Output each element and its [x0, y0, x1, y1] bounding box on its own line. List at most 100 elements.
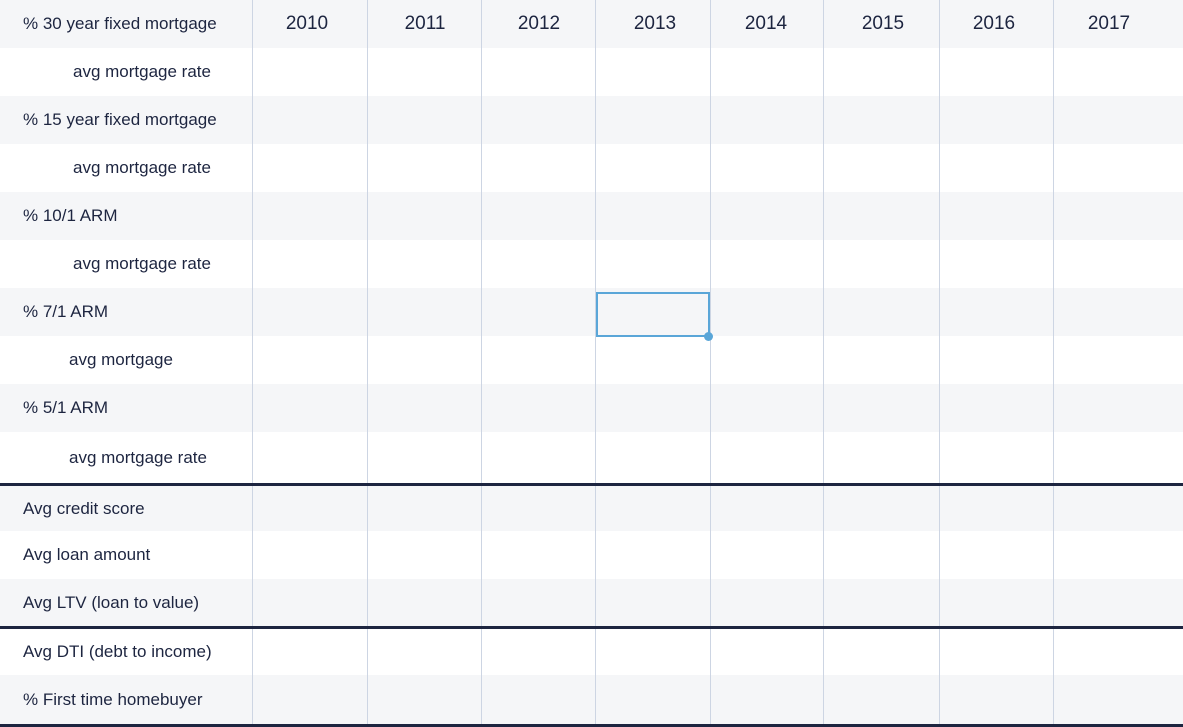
cell[interactable]	[1053, 144, 1183, 192]
cell[interactable]	[1053, 384, 1183, 432]
cell[interactable]	[252, 144, 367, 192]
cell[interactable]	[595, 486, 710, 531]
cell[interactable]	[939, 48, 1053, 96]
cell[interactable]	[1053, 96, 1183, 144]
cell[interactable]	[595, 288, 710, 336]
cell[interactable]	[823, 531, 939, 579]
cell[interactable]	[939, 336, 1053, 384]
cell[interactable]	[367, 384, 481, 432]
cell[interactable]	[481, 531, 595, 579]
cell[interactable]	[595, 96, 710, 144]
cell[interactable]	[939, 384, 1053, 432]
cell[interactable]	[481, 486, 595, 531]
cell[interactable]	[252, 288, 367, 336]
cell[interactable]	[939, 96, 1053, 144]
cell[interactable]	[823, 486, 939, 531]
cell[interactable]	[939, 486, 1053, 531]
cell[interactable]	[939, 432, 1053, 483]
cell[interactable]: 2017	[1053, 0, 1183, 48]
cell[interactable]	[710, 384, 823, 432]
cell[interactable]	[367, 96, 481, 144]
cell[interactable]	[823, 240, 939, 288]
cell[interactable]	[823, 48, 939, 96]
cell[interactable]: 2010	[252, 0, 367, 48]
cell[interactable]	[939, 144, 1053, 192]
cell[interactable]	[1053, 240, 1183, 288]
cell[interactable]	[939, 629, 1053, 675]
cell[interactable]	[595, 48, 710, 96]
cell[interactable]	[1053, 432, 1183, 483]
cell[interactable]	[1053, 288, 1183, 336]
cell[interactable]	[252, 96, 367, 144]
cell[interactable]	[1053, 531, 1183, 579]
cell[interactable]	[710, 336, 823, 384]
fill-handle[interactable]	[704, 332, 713, 341]
cell[interactable]	[595, 432, 710, 483]
cell[interactable]	[710, 629, 823, 675]
cell[interactable]	[252, 48, 367, 96]
cell[interactable]	[367, 288, 481, 336]
cell[interactable]	[481, 240, 595, 288]
cell[interactable]	[710, 96, 823, 144]
cell[interactable]	[367, 486, 481, 531]
cell[interactable]	[1053, 579, 1183, 626]
cell[interactable]	[595, 629, 710, 675]
cell[interactable]: 2014	[710, 0, 823, 48]
cell[interactable]	[710, 531, 823, 579]
cell[interactable]	[710, 240, 823, 288]
cell[interactable]	[823, 675, 939, 724]
cell[interactable]	[710, 288, 823, 336]
cell[interactable]	[939, 192, 1053, 240]
cell[interactable]	[823, 288, 939, 336]
cell[interactable]	[823, 432, 939, 483]
cell[interactable]	[939, 675, 1053, 724]
cell[interactable]	[481, 144, 595, 192]
cell[interactable]	[367, 240, 481, 288]
cell[interactable]	[252, 240, 367, 288]
cell[interactable]	[481, 629, 595, 675]
cell[interactable]	[481, 192, 595, 240]
cell[interactable]	[367, 48, 481, 96]
cell[interactable]	[595, 240, 710, 288]
cell[interactable]	[1053, 192, 1183, 240]
cell[interactable]	[595, 384, 710, 432]
cell[interactable]	[823, 629, 939, 675]
cell[interactable]	[252, 432, 367, 483]
cell[interactable]: 2015	[823, 0, 939, 48]
cell[interactable]	[823, 192, 939, 240]
cell[interactable]	[1053, 336, 1183, 384]
cell[interactable]	[939, 240, 1053, 288]
cell[interactable]	[939, 288, 1053, 336]
cell[interactable]	[481, 384, 595, 432]
cell[interactable]	[252, 192, 367, 240]
cell[interactable]	[710, 432, 823, 483]
cell[interactable]	[367, 675, 481, 724]
cell[interactable]	[252, 531, 367, 579]
cell[interactable]	[595, 579, 710, 626]
cell[interactable]: 2012	[481, 0, 595, 48]
cell[interactable]	[367, 336, 481, 384]
cell[interactable]	[823, 384, 939, 432]
cell[interactable]	[252, 486, 367, 531]
cell[interactable]	[823, 336, 939, 384]
cell[interactable]	[481, 675, 595, 724]
cell[interactable]	[710, 486, 823, 531]
cell[interactable]	[595, 675, 710, 724]
cell[interactable]: 2013	[595, 0, 710, 48]
cell[interactable]	[481, 336, 595, 384]
cell[interactable]	[481, 579, 595, 626]
cell[interactable]	[1053, 486, 1183, 531]
cell[interactable]	[367, 432, 481, 483]
cell[interactable]	[595, 336, 710, 384]
cell[interactable]	[595, 531, 710, 579]
cell[interactable]	[710, 192, 823, 240]
cell[interactable]	[481, 288, 595, 336]
cell[interactable]	[367, 531, 481, 579]
cell[interactable]	[367, 144, 481, 192]
cell[interactable]	[252, 675, 367, 724]
selected-cell[interactable]	[596, 292, 710, 337]
cell[interactable]	[1053, 675, 1183, 724]
cell[interactable]	[939, 531, 1053, 579]
cell[interactable]	[252, 579, 367, 626]
cell[interactable]	[939, 579, 1053, 626]
